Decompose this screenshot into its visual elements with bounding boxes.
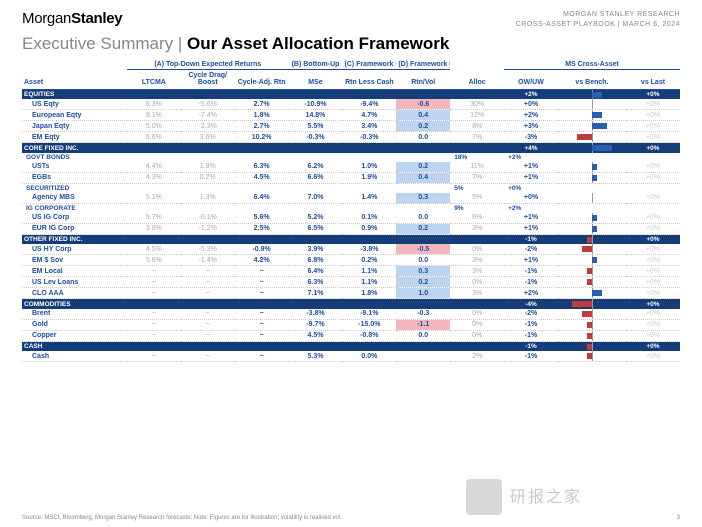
asset-name: EGBs [22, 172, 127, 183]
footer-source: Source: MSCI, Bloomberg, Morgan Stanley … [22, 515, 342, 521]
table-row: Japan Eqty5.0%-2.3%2.7%5.5%3.4%0.28%+3%+… [22, 121, 680, 132]
asset-name: US HY Corp [22, 244, 127, 255]
bar-cell [558, 110, 626, 121]
table-row: Cash~~~5.3%0.0%2%-1%+0% [22, 351, 680, 362]
table-row: European Eqty9.1%-7.4%1.8%14.8%4.7%0.412… [22, 110, 680, 121]
bar-cell [558, 99, 626, 110]
bar-cell [558, 341, 626, 351]
table-row: Agency MBS5.1%1.3%6.4%7.0%1.4%0.35%+0%+0… [22, 193, 680, 204]
asset-name: Copper [22, 330, 127, 341]
table-row: EUR IG Corp3.8%-1.2%2.5%6.5%0.9%0.23%+1%… [22, 223, 680, 234]
table-row: USTs4.4%1.9%6.3%6.2%1.0%0.211%+1%+0% [22, 162, 680, 173]
asset-name: Japan Eqty [22, 121, 127, 132]
bar-cell [558, 266, 626, 277]
bar-cell [558, 121, 626, 132]
watermark-text: 研报之家 [510, 483, 582, 507]
asset-name: US Lev Loans [22, 277, 127, 288]
table-row: US Lev Loans~~~6.3%1.1%0.20%-1%+0% [22, 277, 680, 288]
table-row: Copper~~~4.5%-0.8%0.00%-1%+0% [22, 330, 680, 341]
bar-cell [558, 213, 626, 224]
bar-cell [558, 255, 626, 266]
asset-name: US IG Corp [22, 213, 127, 224]
asset-name: USTs [22, 162, 127, 173]
table-row: EGBs4.3%0.2%4.5%6.6%1.9%0.47%+1%+0% [22, 172, 680, 183]
asset-name: CLO AAA [22, 288, 127, 299]
brand-left: Morgan [22, 10, 71, 27]
section-header: OTHER FIXED INC.-1%+0% [22, 234, 680, 244]
page-footer: Source: MSCI, Bloomberg, Morgan Stanley … [22, 515, 680, 521]
allocation-table: (A) Top-Down Expected Returns(B) Bottom-… [22, 60, 680, 363]
brand-logo: MorganStanley [22, 10, 122, 27]
table-row: US HY Corp4.5%-5.3%-0.9%3.9%-3.8%-0.50%-… [22, 244, 680, 255]
subsection-header: GOVT BONDS18%+2% [22, 153, 680, 162]
subsection-header: IG CORPORATE9%+2% [22, 203, 680, 213]
allocation-table-wrap: (A) Top-Down Expected Returns(B) Bottom-… [0, 60, 702, 363]
bar-cell [558, 299, 626, 309]
section-header: EQUITIES+2%+0% [22, 89, 680, 99]
page-header: MorganStanley MORGAN STANLEY RESEARCH CR… [0, 0, 702, 34]
asset-name: EM Local [22, 266, 127, 277]
bar-cell [558, 162, 626, 173]
footer-page: 3 [677, 515, 680, 521]
bar-cell [558, 351, 626, 362]
column-sub-header: AssetLTCMACycle Drag/ BoostCycle-Adj. Rt… [22, 70, 680, 90]
bar-cell [558, 193, 626, 204]
asset-name: EM Eqty [22, 132, 127, 143]
bar-cell [558, 234, 626, 244]
asset-name: Agency MBS [22, 193, 127, 204]
bar-cell [558, 223, 626, 234]
column-group-header: (A) Top-Down Expected Returns(B) Bottom-… [22, 60, 680, 70]
asset-name: Brent [22, 309, 127, 320]
bar-cell [558, 330, 626, 341]
section-header: CORE FIXED INC.+4%+0% [22, 143, 680, 153]
table-row: US IG Corp5.7%-0.1%5.6%5.2%0.1%0.06%+1%+… [22, 213, 680, 224]
table-row: CLO AAA~~~7.1%1.8%1.03%+2%+0% [22, 288, 680, 299]
brand-right: Stanley [71, 10, 122, 27]
asset-name: European Eqty [22, 110, 127, 121]
header-meta: MORGAN STANLEY RESEARCH CROSS-ASSET PLAY… [516, 10, 680, 30]
bar-cell [558, 277, 626, 288]
asset-name: US Eqty [22, 99, 127, 110]
table-row: EM Local~~~6.4%1.1%0.33%-1%+0% [22, 266, 680, 277]
bar-cell [558, 244, 626, 255]
table-row: EM Eqty6.6%3.6%10.2%-0.3%-0.3%0.07%-3%+0… [22, 132, 680, 143]
subsection-header: SECURITIZED5%+0% [22, 183, 680, 193]
table-row: US Eqty8.3%-5.6%2.7%-10.9%-9.4%-0.630%+0… [22, 99, 680, 110]
bar-cell [558, 89, 626, 99]
table-row: Brent~~~-3.8%-9.1%-0.30%-2%+0% [22, 309, 680, 320]
header-line2: CROSS-ASSET PLAYBOOK | MARCH 6, 2024 [516, 20, 680, 30]
table-row: EM $ Sov5.6%-1.4%4.2%6.8%0.2%0.03%+1%+0% [22, 255, 680, 266]
asset-name: Gold [22, 319, 127, 330]
asset-name: EM $ Sov [22, 255, 127, 266]
header-line1: MORGAN STANLEY RESEARCH [516, 10, 680, 20]
bar-cell [558, 143, 626, 153]
asset-name: Cash [22, 351, 127, 362]
table-row: Gold~~~-9.7%-15.0%-1.10%-1%+0% [22, 319, 680, 330]
bar-cell [558, 309, 626, 320]
section-header: COMMODITIES-4%+0% [22, 299, 680, 309]
bar-cell [558, 132, 626, 143]
bar-cell [558, 172, 626, 183]
asset-name: EUR IG Corp [22, 223, 127, 234]
watermark-logo [466, 479, 502, 515]
title-pre: Executive Summary | [22, 34, 187, 53]
bar-cell [558, 319, 626, 330]
bar-cell [558, 288, 626, 299]
page-title: Executive Summary | Our Asset Allocation… [0, 34, 702, 60]
section-header: CASH-1%+0% [22, 341, 680, 351]
title-main: Our Asset Allocation Framework [187, 34, 449, 53]
